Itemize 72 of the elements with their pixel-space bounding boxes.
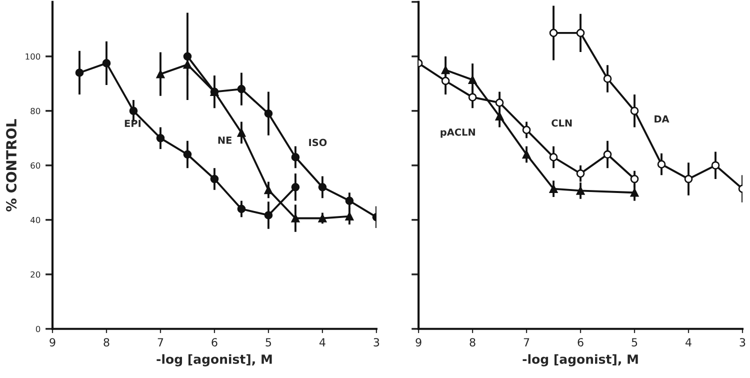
x-tick-label: 6 — [212, 338, 218, 346]
point — [630, 188, 639, 197]
x-tick-label: 5 — [632, 338, 638, 346]
point — [75, 68, 84, 77]
point — [441, 76, 450, 86]
x-tick-label: 9 — [416, 338, 422, 346]
point — [630, 174, 639, 184]
point — [522, 150, 531, 159]
point — [237, 84, 246, 94]
point — [237, 128, 246, 137]
point — [264, 186, 273, 194]
point — [549, 184, 558, 193]
point — [102, 59, 111, 68]
point — [468, 76, 477, 84]
point — [711, 161, 720, 170]
point — [549, 153, 558, 162]
point — [549, 28, 558, 38]
point — [291, 183, 300, 192]
point — [264, 109, 273, 118]
point — [522, 126, 531, 134]
point — [630, 106, 639, 116]
x-tick-label: 3 — [740, 338, 746, 346]
x-tick-label: 4 — [319, 338, 326, 346]
point — [129, 106, 138, 116]
series-label: ISO — [309, 138, 327, 146]
point — [576, 169, 585, 178]
x-tick-label: 5 — [266, 338, 272, 346]
x-tick-label: 6 — [578, 338, 584, 346]
point — [237, 204, 246, 214]
point — [576, 28, 585, 38]
point — [345, 212, 354, 220]
point — [441, 66, 450, 74]
text: CLN — [552, 119, 572, 127]
y-tick-label: 80 — [30, 108, 40, 114]
point — [603, 150, 612, 159]
point — [603, 74, 612, 83]
x-tick-label: 8 — [104, 338, 110, 346]
point — [345, 196, 354, 205]
text: pACLN — [440, 128, 475, 138]
series-label: NE — [218, 136, 232, 144]
x-tick-label: 4 — [686, 338, 692, 346]
point — [657, 160, 666, 168]
y-tick-label: 60 — [30, 162, 40, 169]
point — [210, 174, 219, 184]
x-tick-label: 9 — [50, 338, 56, 346]
x-tick-label: 7 — [158, 338, 164, 346]
y-tick-label: 20 — [30, 271, 40, 278]
y-tick-label: 40 — [30, 216, 40, 224]
point — [684, 174, 693, 184]
point — [468, 93, 477, 102]
point — [495, 98, 504, 107]
x-tick-label: 8 — [470, 338, 476, 346]
x-axis-title: -log [agonist], M — [156, 354, 272, 366]
point — [183, 150, 192, 159]
x-tick-label: 3 — [374, 338, 380, 346]
series-label: DA — [654, 115, 670, 123]
x-tick-label: 7 — [524, 338, 530, 346]
point — [318, 214, 327, 222]
point — [576, 186, 585, 195]
y-axis-title: % CONTROL — [6, 119, 17, 212]
point — [183, 52, 192, 61]
y-tick-label: 0 — [36, 326, 40, 332]
series-label: EPI — [124, 120, 140, 127]
point — [291, 153, 300, 162]
point — [291, 214, 300, 222]
point — [318, 183, 327, 192]
x-axis-title: -log [agonist], M — [522, 354, 638, 366]
point — [156, 134, 165, 142]
point — [495, 112, 504, 120]
point — [156, 70, 165, 78]
point — [264, 211, 273, 220]
y-tick-label: 100 — [26, 53, 40, 60]
